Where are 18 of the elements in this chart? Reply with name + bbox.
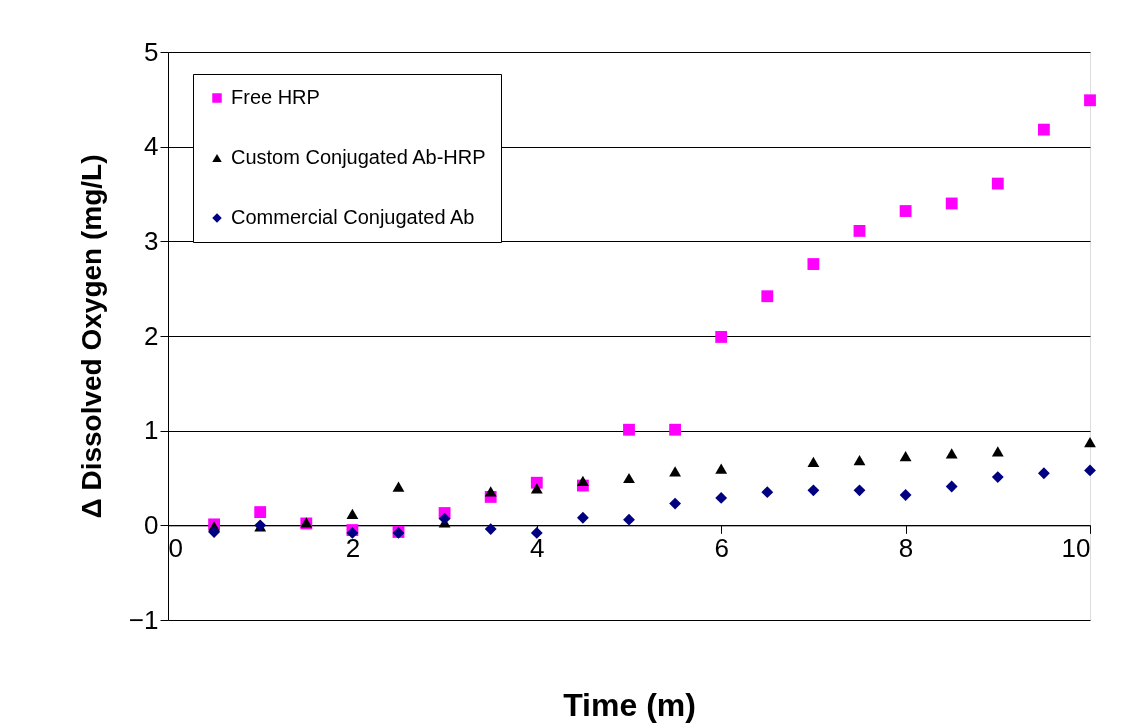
y-tick-label: 0 (144, 509, 159, 540)
y-tick-label: 2 (144, 320, 159, 351)
y-tick-label: 5 (144, 36, 159, 67)
legend-label: Custom Conjugated Ab-HRP (231, 146, 486, 168)
legend-label: Commercial Conjugated Ab (231, 206, 475, 228)
x-tick-label: 8 (898, 532, 914, 563)
x-axis-title: Time (m) (563, 686, 696, 723)
y-axis-title: Δ Dissolved Oxygen (mg/L) (75, 154, 107, 519)
x-tick-label: 0 (168, 532, 183, 563)
y-tick-label: −1 (128, 604, 159, 635)
x-tick-label: 2 (345, 532, 361, 563)
y-tick-label: 1 (144, 415, 159, 446)
x-tick-label: 10 (1061, 532, 1091, 563)
x-tick-label: 6 (714, 532, 729, 563)
y-tick-label: 4 (144, 131, 159, 162)
y-tick-label: 3 (144, 225, 159, 256)
x-tick-label: 4 (530, 532, 545, 563)
legend-label: Free HRP (231, 86, 320, 108)
